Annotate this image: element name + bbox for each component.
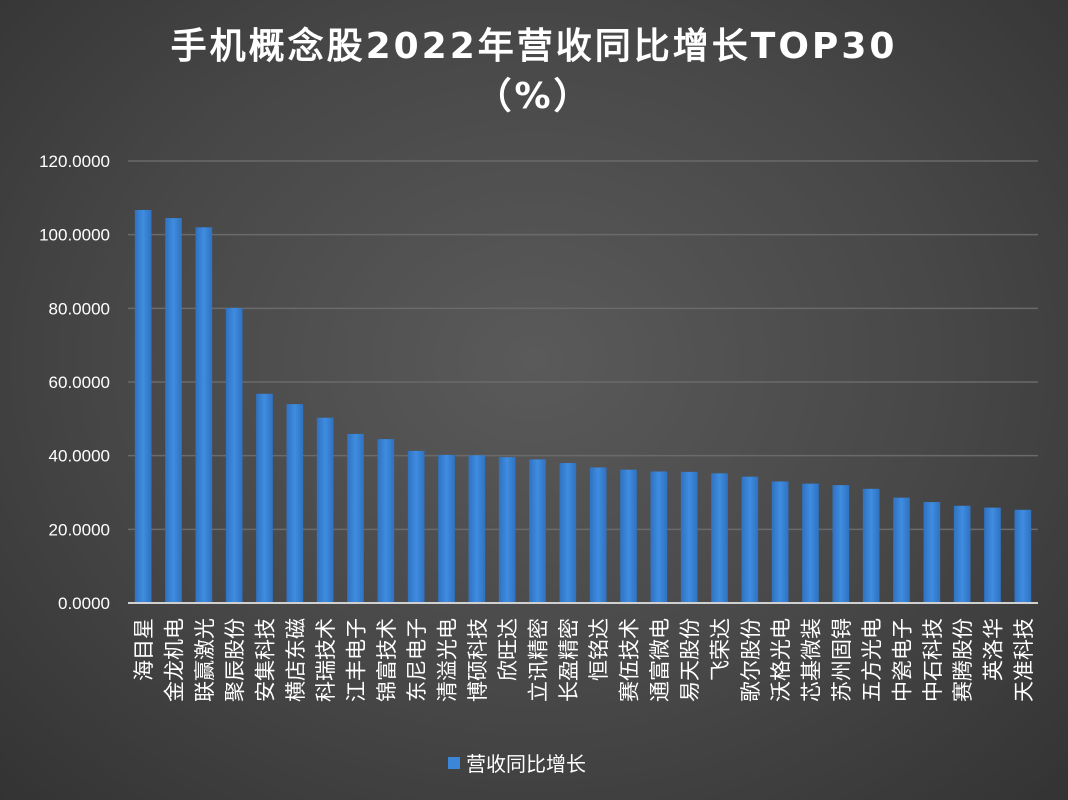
x-tick-label: 立讯精密 — [527, 618, 551, 702]
bar — [711, 473, 728, 603]
bar — [832, 485, 850, 603]
chart-subtitle: （%） — [475, 76, 593, 117]
bar — [771, 481, 789, 603]
y-tick-label: 0.0000 — [58, 594, 110, 613]
x-tick-label: 芯基微装 — [800, 618, 824, 702]
x-tick-label: 赛伍技术 — [618, 618, 642, 702]
x-tick-label: 英洛华 — [982, 618, 1006, 681]
bar — [256, 393, 273, 603]
bar — [468, 455, 486, 603]
x-tick-label: 江丰电子 — [345, 618, 369, 702]
bar — [1014, 509, 1032, 603]
chart-title-main: 手机概念股2022年营收同比增长TOP30 — [170, 26, 898, 67]
bar — [407, 450, 425, 603]
bar — [984, 507, 1001, 603]
bar — [741, 476, 759, 603]
legend-swatch — [448, 756, 460, 769]
bar — [589, 467, 607, 603]
bar — [680, 471, 698, 603]
x-tick-label: 锦富技术 — [375, 618, 399, 702]
y-tick-label: 100.0000 — [39, 226, 110, 245]
x-tick-label: 沃格光电 — [769, 618, 793, 702]
x-tick-label: 恒铭达 — [587, 618, 611, 681]
x-tick-label: 海目星 — [132, 618, 156, 681]
bar — [893, 497, 910, 603]
y-tick-label: 40.0000 — [49, 447, 110, 466]
x-tick-label: 赛腾股份 — [951, 618, 975, 702]
x-tick-label: 清溢光电 — [436, 618, 460, 702]
bar — [498, 457, 516, 603]
bar — [286, 404, 304, 603]
legend: 营收同比增长 — [448, 748, 586, 777]
bar — [650, 471, 668, 603]
bar — [316, 417, 334, 603]
x-tick-label: 金龙机电 — [163, 618, 187, 702]
y-tick-label: 120.0000 — [39, 152, 110, 171]
x-tick-label: 易天股份 — [678, 618, 702, 702]
x-tick-label: 东尼电子 — [405, 618, 429, 702]
x-tick-label: 欣旺达 — [496, 618, 520, 681]
y-tick-label: 20.0000 — [49, 520, 110, 539]
bar — [620, 469, 637, 603]
bar — [802, 483, 819, 603]
x-tick-label: 聚辰股份 — [223, 618, 247, 702]
x-tick-label: 横店东磁 — [284, 618, 308, 702]
y-tick-label: 80.0000 — [49, 299, 110, 318]
x-tick-label: 科瑞技术 — [314, 618, 338, 702]
x-tick-label: 五方光电 — [860, 618, 884, 702]
bar — [195, 227, 213, 604]
bar — [529, 459, 546, 603]
x-tick-label: 飞荣达 — [709, 618, 733, 681]
x-tick-label: 中瓷电子 — [891, 618, 915, 702]
bar — [923, 502, 941, 603]
y-tick-label: 60.0000 — [49, 373, 110, 392]
bar — [559, 463, 577, 603]
x-tick-label: 通富微电 — [648, 618, 672, 702]
x-tick-label: 中石科技 — [921, 618, 945, 702]
bar — [347, 433, 364, 603]
x-tick-label: 天准科技 — [1012, 618, 1036, 702]
legend-label: 营收同比增长 — [466, 752, 586, 776]
bar — [134, 209, 152, 603]
bar — [165, 218, 182, 603]
x-tick-label: 安集科技 — [254, 618, 278, 702]
x-tick-label: 联赢激光 — [193, 618, 217, 702]
x-tick-label: 长盈精密 — [557, 618, 581, 702]
bar — [377, 439, 395, 603]
x-tick-label: 博硕科技 — [466, 618, 490, 702]
x-tick-label: 歌尔股份 — [739, 618, 763, 702]
chart-title: 手机概念股2022年营收同比增长TOP30 （%） — [0, 22, 1068, 122]
bar — [953, 505, 971, 603]
bar — [438, 454, 455, 603]
bar — [862, 488, 880, 603]
bar — [225, 307, 243, 603]
x-tick-label: 苏州固锝 — [830, 618, 854, 702]
